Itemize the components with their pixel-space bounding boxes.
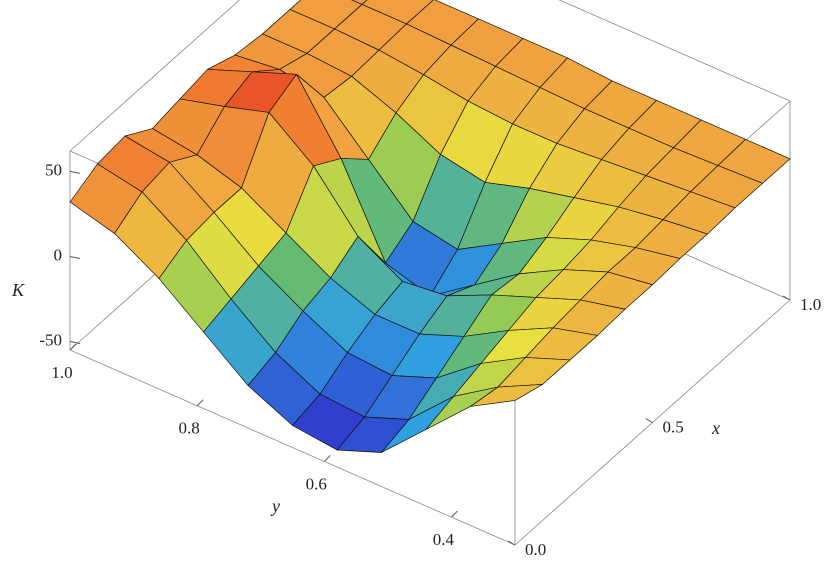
x-tick bbox=[507, 540, 516, 546]
y-tick-label: 0.8 bbox=[179, 419, 200, 438]
x-tick bbox=[782, 295, 791, 301]
z-tick-label: 50 bbox=[45, 160, 62, 179]
z-tick-label: 0 bbox=[54, 245, 63, 264]
ticks: -50 0 50 0.4 0.6 0.8 1.0 0.0 0.5 1.0 bbox=[39, 160, 821, 559]
x-tick-label: 1.0 bbox=[800, 295, 821, 314]
x-tick-label: 0.5 bbox=[663, 417, 684, 436]
z-tick bbox=[69, 170, 81, 174]
x-tick bbox=[645, 418, 653, 423]
box-edge bbox=[558, 0, 791, 102]
y-tick-label: 0.6 bbox=[306, 474, 327, 493]
z-axis-label: K bbox=[11, 280, 25, 300]
y-tick bbox=[323, 455, 331, 462]
y-tick bbox=[69, 343, 77, 351]
box-edge bbox=[69, 349, 516, 546]
box-edge bbox=[69, 0, 241, 152]
y-tick-label: 1.0 bbox=[51, 363, 72, 382]
surface-patch bbox=[470, 384, 543, 407]
y-tick bbox=[196, 399, 204, 407]
y-tick-label: 0.4 bbox=[433, 530, 455, 549]
y-tick bbox=[451, 510, 458, 518]
z-tick bbox=[69, 341, 81, 344]
z-tick-label: -50 bbox=[39, 330, 62, 349]
surface bbox=[69, 0, 791, 453]
x-axis-label: x bbox=[711, 418, 720, 438]
x-tick-label: 0.0 bbox=[525, 540, 546, 559]
y-axis-label: y bbox=[270, 496, 280, 516]
z-tick bbox=[69, 255, 81, 259]
